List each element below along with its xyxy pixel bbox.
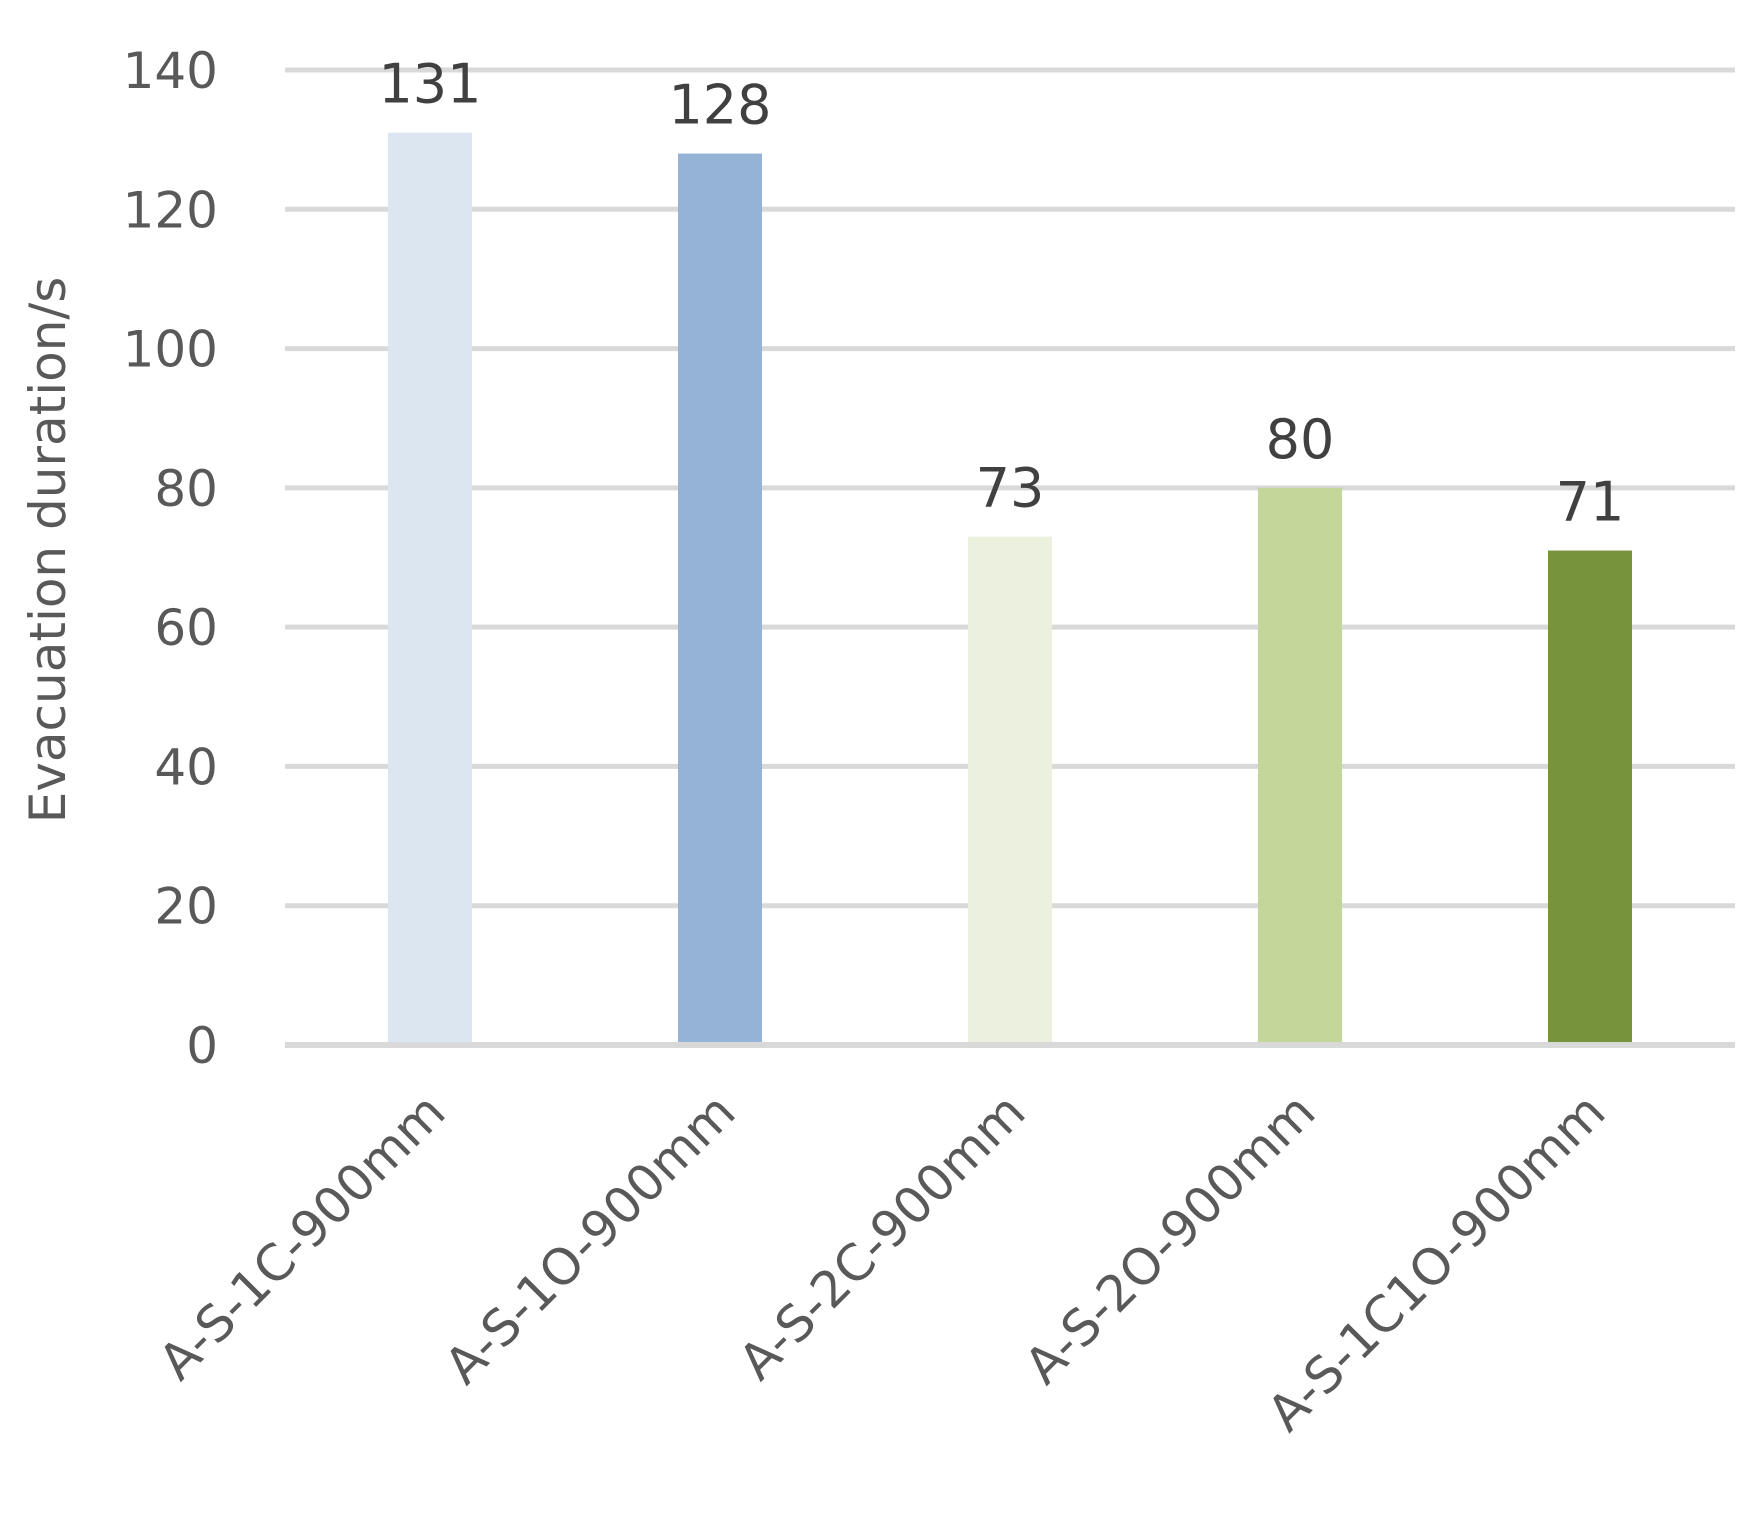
y-tick-label: 140 [123,42,218,100]
category-label: A-S-2O-900mm [1014,1082,1327,1395]
y-tick-label: 80 [154,460,218,518]
bar [1258,487,1342,1045]
y-tick-label: 20 [154,878,218,936]
y-tick-label: 40 [154,738,218,796]
category-label: A-S-2C-900mm [728,1082,1037,1391]
bar [678,153,762,1046]
bar [388,132,472,1045]
data-labels: 131 128 73 80 71 [378,53,1624,534]
y-tick-label: 100 [123,321,218,379]
data-label: 128 [668,74,771,137]
y-tick-label: 120 [123,181,218,239]
y-tick-label: 60 [154,599,218,657]
category-labels: A-S-1C-900mmA-S-1O-900mmA-S-2C-900mmA-S-… [148,1082,1617,1442]
bars [388,132,1632,1046]
data-label: 131 [378,53,481,116]
category-label: A-S-1C-900mm [148,1082,457,1391]
bar [968,536,1052,1045]
data-label: 73 [976,457,1045,520]
data-label: 71 [1556,471,1625,534]
y-axis-title: Evacuation duration/s [19,277,77,824]
data-label: 80 [1266,408,1335,471]
bar [1548,550,1632,1045]
y-tick-labels: 0 20 40 60 80 100 120 140 [123,42,218,1075]
y-tick-label: 0 [186,1017,218,1075]
category-label: A-S-1O-900mm [434,1082,747,1395]
